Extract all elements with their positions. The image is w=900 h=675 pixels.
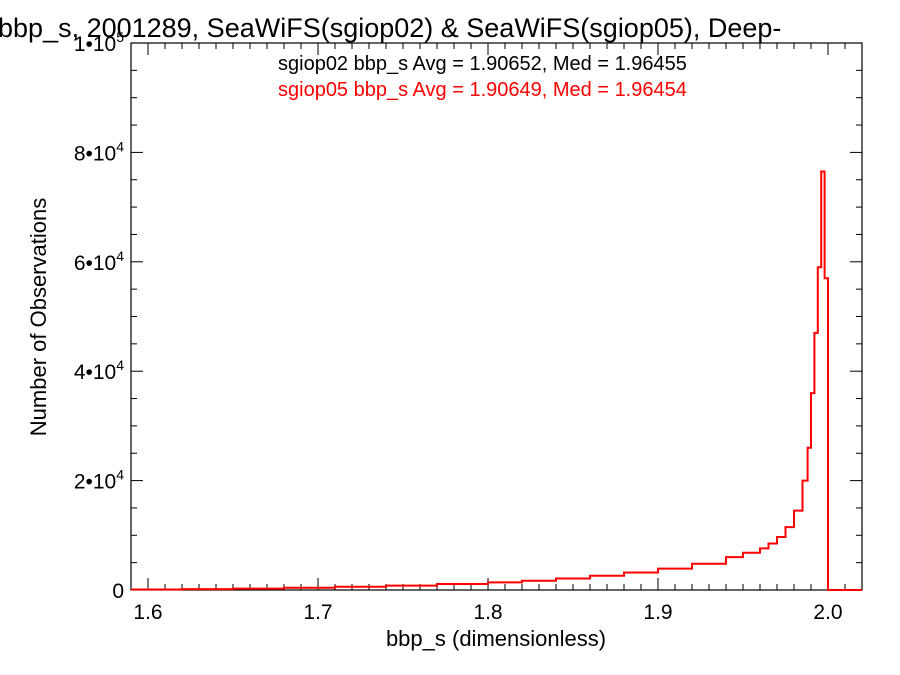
- plot-frame: [130, 42, 863, 591]
- chart-title: bbp_s, 2001289, SeaWiFS(sgiop02) & SeaWi…: [0, 13, 781, 43]
- series-group: [131, 170, 862, 591]
- y-tick-labels: 0 2•104 4•104 6•104 8•104 1•105: [74, 29, 124, 603]
- x-tick-label: 1.6: [133, 601, 162, 624]
- plot-border: [130, 42, 863, 591]
- y-tick-label: 1•105: [74, 29, 124, 56]
- axis-ticks: [130, 42, 862, 591]
- y-tick-label: 4•104: [74, 357, 124, 384]
- x-tick-label: 2.0: [813, 601, 842, 624]
- y-tick-label: 6•104: [74, 248, 124, 275]
- y-tick-label: 8•104: [74, 138, 124, 165]
- x-tick-label: 1.8: [473, 601, 502, 624]
- x-axis-label: bbp_s (dimensionless): [386, 626, 606, 651]
- y-tick-label: 0: [112, 580, 124, 603]
- series-line-0: [131, 170, 862, 591]
- annotation-sgiop02: sgiop02 bbp_s Avg = 1.90652, Med = 1.964…: [278, 53, 687, 75]
- x-tick-labels: 1.6 1.7 1.8 1.9 2.0: [133, 601, 842, 624]
- x-tick-label: 1.7: [303, 601, 332, 624]
- y-tick-label: 2•104: [74, 467, 124, 494]
- y-axis-label: Number of Observations: [26, 198, 51, 436]
- x-tick-label: 1.9: [643, 601, 672, 624]
- annotation-sgiop05: sgiop05 bbp_s Avg = 1.90649, Med = 1.964…: [278, 79, 687, 101]
